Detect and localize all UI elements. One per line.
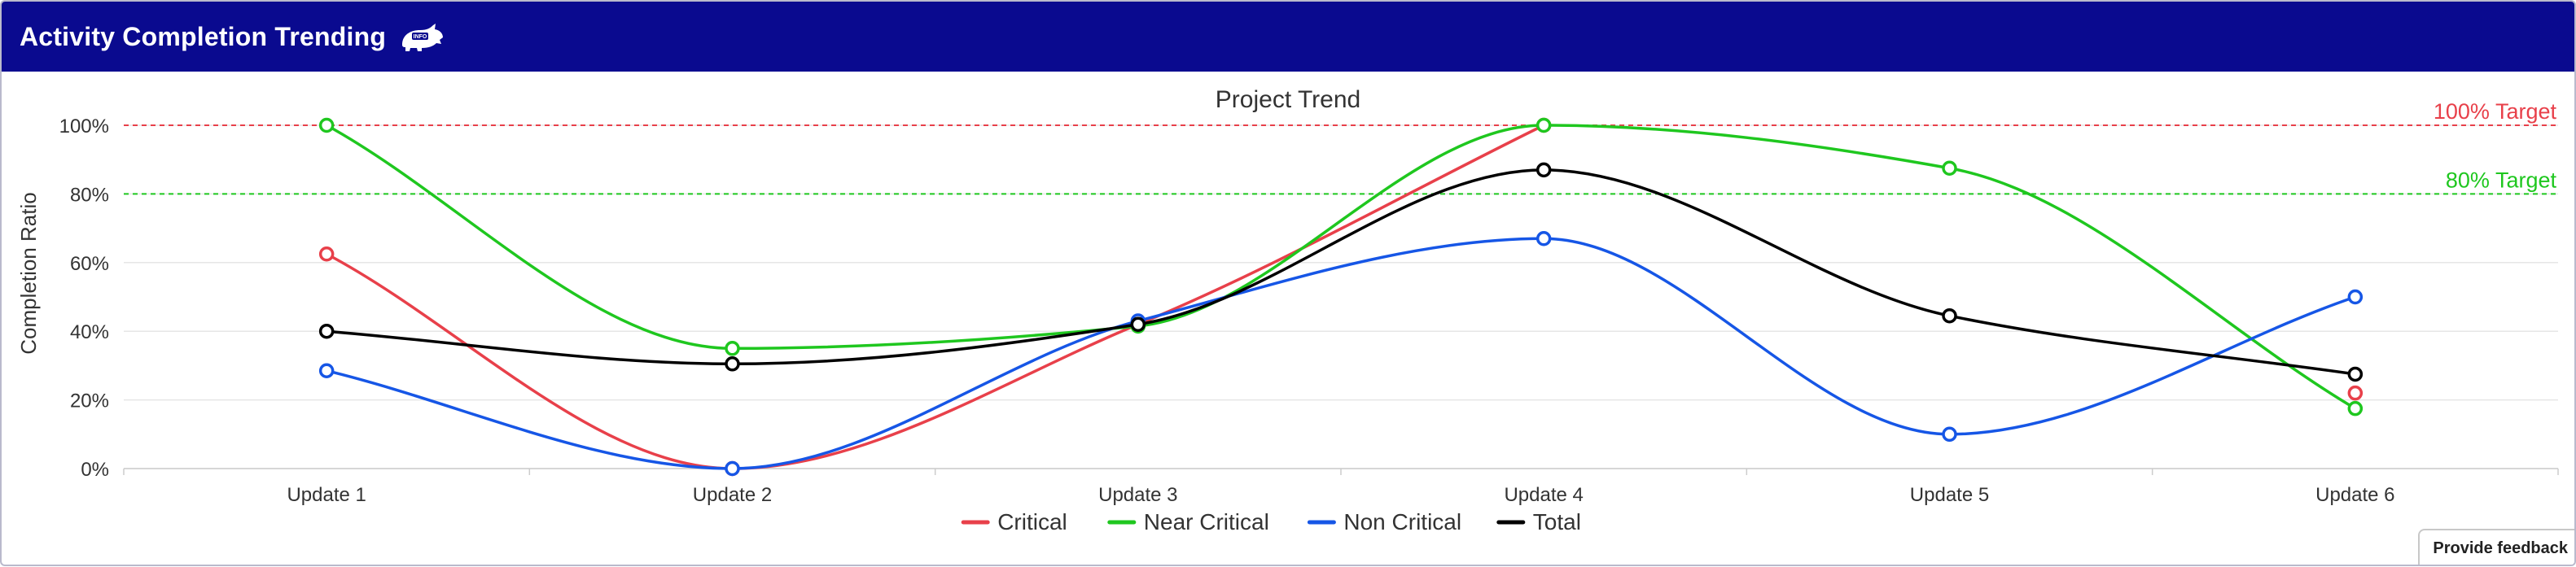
series-critical xyxy=(318,117,2364,477)
y-tick-label: 80% xyxy=(70,184,109,206)
target-label: 100% Target xyxy=(2434,99,2557,124)
y-tick-label: 60% xyxy=(70,253,109,275)
data-point xyxy=(318,363,335,378)
series-lines xyxy=(318,117,2364,477)
data-point xyxy=(2347,289,2364,305)
legend-label: Near Critical xyxy=(1144,509,1269,534)
y-tick-label: 40% xyxy=(70,321,109,343)
data-point xyxy=(318,117,335,133)
x-tick-label: Update 1 xyxy=(287,484,366,506)
series-line xyxy=(326,237,2356,470)
target-lines: 100% Target 80% Target xyxy=(124,99,2558,195)
legend-label: Non Critical xyxy=(1343,509,1461,534)
x-tick-label: Update 2 xyxy=(693,484,772,506)
data-point xyxy=(725,356,740,372)
series-line xyxy=(326,124,2356,410)
data-point xyxy=(1130,316,1146,333)
series-line xyxy=(326,124,1544,470)
series-near-critical xyxy=(318,117,2364,417)
chart-title: Project Trend xyxy=(1216,86,1360,113)
legend: Critical Near Critical Non Critical Total xyxy=(961,509,1581,534)
y-tick-label: 20% xyxy=(70,390,109,412)
data-point xyxy=(1942,426,1957,443)
x-tick-label: Update 5 xyxy=(1910,484,1989,506)
series-total xyxy=(318,162,2364,382)
data-point xyxy=(1942,307,1957,324)
x-tick-label: Update 6 xyxy=(2315,484,2394,506)
data-point xyxy=(725,341,740,356)
data-point xyxy=(318,246,335,262)
legend-label: Critical xyxy=(997,509,1067,534)
data-point xyxy=(1536,117,1552,133)
data-point xyxy=(2347,366,2364,382)
axes: 0% 20% 40% 60% 80% 100% Update 1 Update 2 Update… xyxy=(59,116,2559,506)
series-line xyxy=(326,168,2356,376)
provide-feedback-button[interactable]: Provide feedback xyxy=(2418,529,2574,565)
series-non-critical xyxy=(318,231,2364,477)
target-label: 80% Target xyxy=(2446,168,2557,192)
rhino-info-icon[interactable]: INFO xyxy=(397,20,446,53)
data-point xyxy=(1942,160,1957,176)
data-point xyxy=(1536,231,1552,246)
x-tick-label: Update 3 xyxy=(1098,484,1177,506)
data-point xyxy=(318,323,335,339)
project-trend-chart: Project Trend Completion Ratio 100% Targ… xyxy=(16,86,2559,534)
y-axis-label: Completion Ratio xyxy=(16,192,41,354)
y-tick-label: 0% xyxy=(81,459,109,481)
data-point xyxy=(1536,162,1552,178)
info-badge-text: INFO xyxy=(414,34,427,40)
data-point xyxy=(2347,385,2364,401)
panel-header: Activity Completion Trending INFO xyxy=(2,2,2574,72)
data-point xyxy=(725,460,740,477)
data-point xyxy=(2347,400,2364,417)
panel-title: Activity Completion Trending xyxy=(20,21,387,51)
legend-label: Total xyxy=(1533,509,1581,534)
x-tick-label: Update 4 xyxy=(1504,484,1583,506)
y-tick-label: 100% xyxy=(59,116,109,137)
